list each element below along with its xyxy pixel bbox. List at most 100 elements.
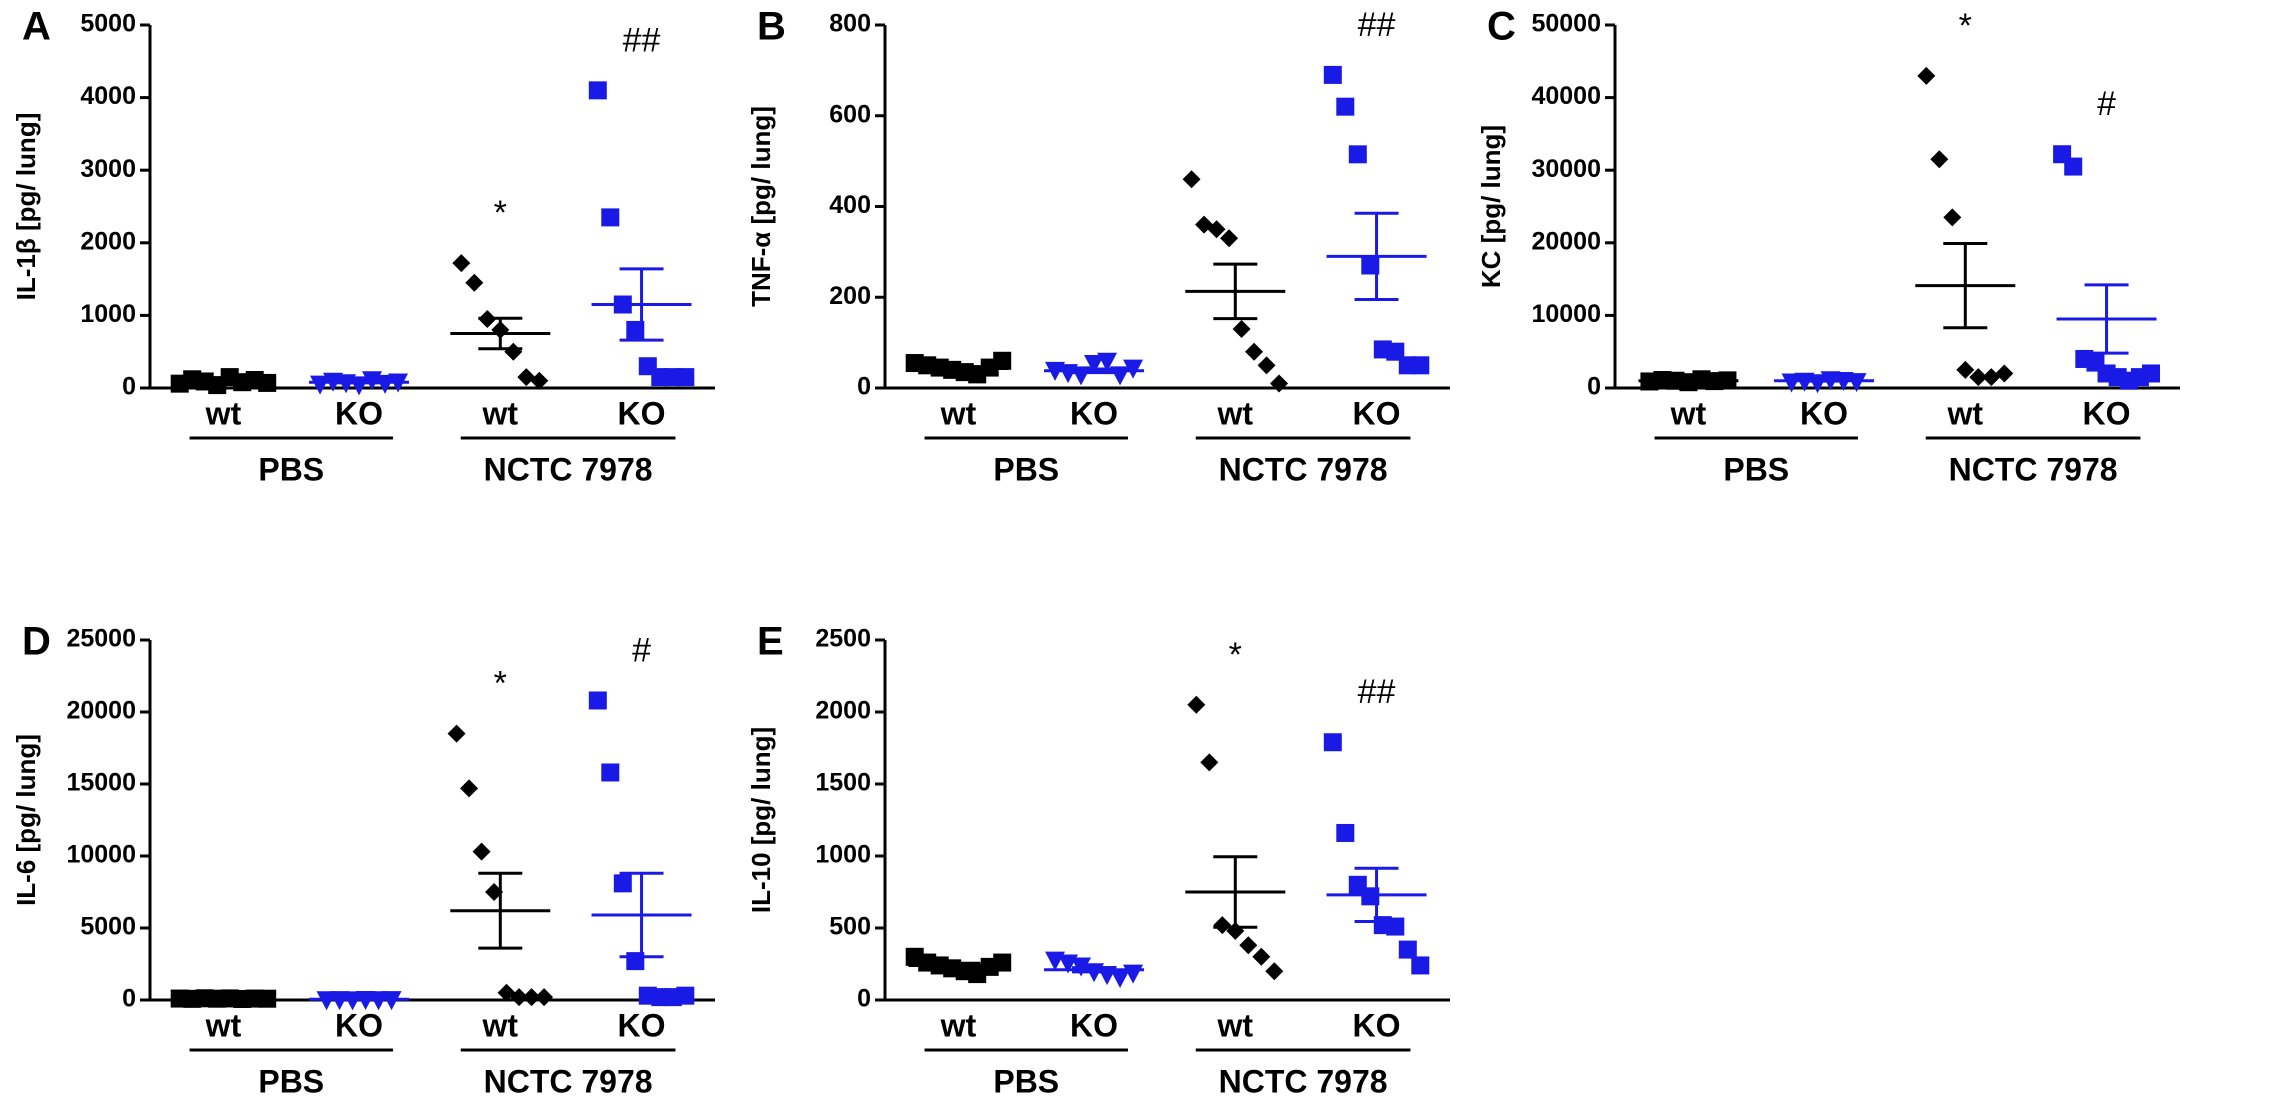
y-tick-label: 0	[1587, 373, 1601, 401]
y-tick-label: 2000	[815, 697, 871, 725]
data-point	[1245, 342, 1264, 361]
y-tick-label: 40000	[1531, 82, 1601, 110]
y-tick-label: 3000	[80, 155, 136, 183]
data-point	[530, 371, 549, 390]
panel-label: B	[757, 5, 786, 49]
data-point	[1097, 352, 1118, 372]
data-point	[676, 368, 695, 387]
category-label: KO	[1070, 395, 1118, 431]
data-point	[375, 374, 396, 394]
data-point	[465, 273, 484, 292]
annotation: ##	[1358, 6, 1396, 44]
group-label: PBS	[258, 451, 324, 487]
y-tick-label: 200	[829, 282, 871, 310]
group-label: NCTC 7978	[484, 451, 653, 487]
y-tick-label: 10000	[66, 841, 136, 869]
data-point	[601, 208, 620, 227]
panel-label: D	[22, 620, 51, 664]
panel-label: E	[757, 620, 784, 664]
category-label: KO	[1070, 1007, 1118, 1043]
group-label: NCTC 7978	[484, 1063, 653, 1099]
data-point	[1323, 733, 1342, 752]
data-point	[517, 368, 536, 387]
data-point	[1846, 373, 1867, 393]
data-point	[460, 779, 479, 798]
data-point	[1213, 916, 1232, 935]
group-label: PBS	[993, 1063, 1059, 1099]
data-point	[1207, 220, 1226, 239]
category-label: KO	[1800, 395, 1848, 431]
y-axis-label: IL-6 [pg/ lung]	[11, 734, 41, 906]
data-point	[1232, 320, 1251, 339]
data-point	[447, 724, 466, 743]
annotation: #	[2097, 85, 2116, 123]
y-axis-label: IL-10 [pg/ lung]	[746, 727, 776, 913]
data-point	[993, 351, 1012, 370]
panel-label: A	[22, 5, 51, 49]
data-point	[1411, 356, 1430, 375]
data-point	[472, 842, 491, 861]
data-point	[510, 988, 529, 1007]
y-tick-label: 20000	[66, 697, 136, 725]
category-label: wt	[482, 395, 519, 431]
data-point	[1969, 368, 1988, 387]
annotation: *	[1229, 636, 1242, 674]
data-point	[1336, 97, 1355, 116]
data-point	[1781, 373, 1802, 393]
y-tick-label: 25000	[66, 625, 136, 653]
y-tick-label: 800	[829, 10, 871, 38]
data-point	[1995, 364, 2014, 383]
category-label: wt	[205, 395, 242, 431]
annotation: #	[632, 631, 651, 669]
data-point	[1917, 66, 1936, 85]
data-point	[1956, 360, 1975, 379]
y-tick-label: 0	[122, 985, 136, 1013]
data-point	[676, 986, 695, 1005]
data-point	[2064, 157, 2083, 176]
y-tick-label: 30000	[1531, 155, 1601, 183]
data-point	[342, 991, 363, 1011]
data-point	[452, 254, 471, 273]
category-label: KO	[335, 395, 383, 431]
data-point	[1386, 342, 1405, 361]
data-point	[1265, 962, 1284, 981]
y-tick-label: 600	[829, 100, 871, 128]
data-point	[993, 953, 1012, 972]
category-label: KO	[618, 395, 666, 431]
category-label: KO	[618, 1007, 666, 1043]
data-point	[1398, 940, 1417, 959]
y-tick-label: 1000	[815, 841, 871, 869]
category-label: wt	[1947, 395, 1984, 431]
annotation: *	[494, 194, 507, 232]
data-point	[368, 991, 389, 1011]
data-point	[588, 691, 607, 710]
data-point	[588, 81, 607, 100]
data-point	[1220, 229, 1239, 248]
category-label: KO	[1353, 395, 1401, 431]
y-tick-label: 4000	[80, 82, 136, 110]
y-tick-label: 400	[829, 191, 871, 219]
data-point	[1110, 968, 1131, 988]
data-point	[310, 375, 331, 395]
data-point	[1252, 947, 1271, 966]
y-tick-label: 500	[829, 913, 871, 941]
y-axis-label: IL-1β [pg/ lung]	[11, 113, 41, 301]
data-point	[1187, 695, 1206, 714]
annotation: *	[494, 665, 507, 703]
panel: D IL-6 [pg/ lung] 0 5000 10000 15000 20000 2500…	[11, 620, 715, 1099]
group-label: NCTC 7978	[1219, 1063, 1388, 1099]
y-tick-label: 10000	[1531, 300, 1601, 328]
y-tick-label: 2000	[80, 227, 136, 255]
y-tick-label: 1000	[80, 300, 136, 328]
data-point	[316, 991, 337, 1011]
y-tick-label: 2500	[815, 625, 871, 653]
data-point	[1270, 374, 1289, 393]
y-tick-label: 15000	[66, 769, 136, 797]
data-point	[601, 763, 620, 782]
annotation: *	[1959, 7, 1972, 45]
category-label: wt	[1217, 395, 1254, 431]
data-point	[1123, 359, 1144, 379]
data-point	[1200, 753, 1219, 772]
data-point	[1348, 145, 1367, 164]
